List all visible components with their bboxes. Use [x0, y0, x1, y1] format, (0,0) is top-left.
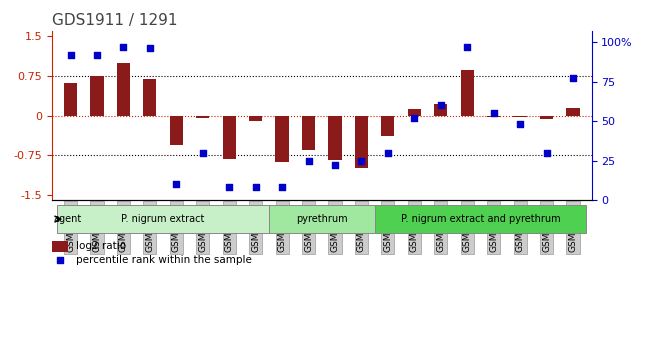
Point	[436, 102, 446, 108]
Point	[409, 115, 419, 121]
Bar	[196, 116, 209, 118]
Bar	[434, 104, 447, 116]
Point	[198, 150, 208, 156]
Bar	[170, 116, 183, 145]
FancyBboxPatch shape	[57, 205, 269, 233]
Bar	[90, 76, 103, 116]
Text: P. nigrum extract: P. nigrum extract	[122, 214, 205, 224]
Point	[356, 158, 367, 164]
Bar	[249, 116, 262, 121]
Point	[462, 44, 473, 50]
Point	[65, 52, 75, 58]
Bar	[143, 79, 157, 116]
Bar	[461, 70, 474, 116]
Bar	[302, 116, 315, 150]
Bar	[382, 116, 395, 136]
Point	[250, 185, 261, 190]
Bar	[52, 241, 68, 252]
Bar	[566, 108, 580, 116]
Point	[541, 150, 552, 156]
Bar	[328, 116, 342, 160]
Point	[515, 121, 525, 127]
Point	[145, 46, 155, 51]
Bar	[487, 116, 501, 117]
Point	[568, 76, 578, 81]
Bar	[355, 116, 368, 168]
FancyBboxPatch shape	[269, 205, 374, 233]
Text: GDS1911 / 1291: GDS1911 / 1291	[52, 13, 177, 29]
Point	[383, 150, 393, 156]
Point	[118, 44, 129, 50]
Point	[304, 158, 314, 164]
Bar	[222, 116, 236, 159]
Text: P. nigrum extract and pyrethrum: P. nigrum extract and pyrethrum	[400, 214, 560, 224]
Point	[224, 185, 235, 190]
Text: percentile rank within the sample: percentile rank within the sample	[76, 255, 252, 265]
Point	[55, 257, 65, 263]
Bar	[514, 116, 526, 117]
Bar	[540, 116, 553, 119]
Bar	[117, 63, 130, 116]
Point	[92, 52, 102, 58]
Bar	[408, 109, 421, 116]
Text: agent: agent	[53, 214, 81, 224]
Text: log2 ratio: log2 ratio	[76, 241, 126, 251]
Bar	[276, 116, 289, 162]
Point	[488, 110, 499, 116]
Bar	[64, 83, 77, 116]
Point	[330, 162, 340, 168]
Point	[171, 181, 181, 187]
Text: pyrethrum: pyrethrum	[296, 214, 348, 224]
FancyBboxPatch shape	[374, 205, 586, 233]
Point	[277, 185, 287, 190]
